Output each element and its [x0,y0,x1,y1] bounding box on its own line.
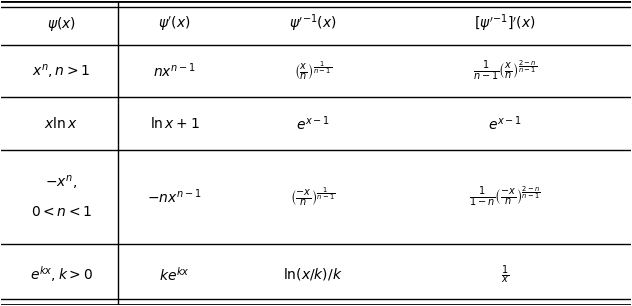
Text: $\left(\frac{x}{n}\right)^{\frac{1}{n-1}}$: $\left(\frac{x}{n}\right)^{\frac{1}{n-1}… [294,60,332,82]
Text: $-x^n,$: $-x^n,$ [45,173,77,191]
Text: $\psi'(x)$: $\psi'(x)$ [158,14,191,33]
Text: $e^{kx}, k > 0$: $e^{kx}, k > 0$ [30,264,93,284]
Text: $[\psi'^{-1}]'(x)$: $[\psi'^{-1}]'(x)$ [474,13,535,34]
Text: $-nx^{n-1}$: $-nx^{n-1}$ [147,188,202,206]
Text: $\psi'^{-1}(x)$: $\psi'^{-1}(x)$ [289,13,337,34]
Text: $x^n, n > 1$: $x^n, n > 1$ [32,62,90,80]
Text: $\ln(x/k)/k$: $\ln(x/k)/k$ [283,266,343,282]
Text: $0 < n < 1$: $0 < n < 1$ [30,205,92,219]
Text: $e^{x-1}$: $e^{x-1}$ [296,114,330,133]
Text: $\ln x + 1$: $\ln x + 1$ [150,116,199,131]
Text: $\psi(x)$: $\psi(x)$ [47,14,76,32]
Text: $\frac{1}{x}$: $\frac{1}{x}$ [501,263,509,286]
Text: $\left(\frac{-x}{n}\right)^{\frac{1}{n-1}}$: $\left(\frac{-x}{n}\right)^{\frac{1}{n-1… [290,186,336,208]
Text: $ke^{kx}$: $ke^{kx}$ [159,265,190,283]
Text: $\frac{1}{1-n}\left(\frac{-x}{n}\right)^{\frac{2-n}{n-1}}$: $\frac{1}{1-n}\left(\frac{-x}{n}\right)^… [469,185,541,209]
Text: $e^{x-1}$: $e^{x-1}$ [488,114,522,133]
Text: $nx^{n-1}$: $nx^{n-1}$ [153,62,196,80]
Text: $x \ln x$: $x \ln x$ [44,116,78,131]
Text: $\frac{1}{n-1}\left(\frac{x}{n}\right)^{\frac{2-n}{n-1}}$: $\frac{1}{n-1}\left(\frac{x}{n}\right)^{… [473,59,537,83]
